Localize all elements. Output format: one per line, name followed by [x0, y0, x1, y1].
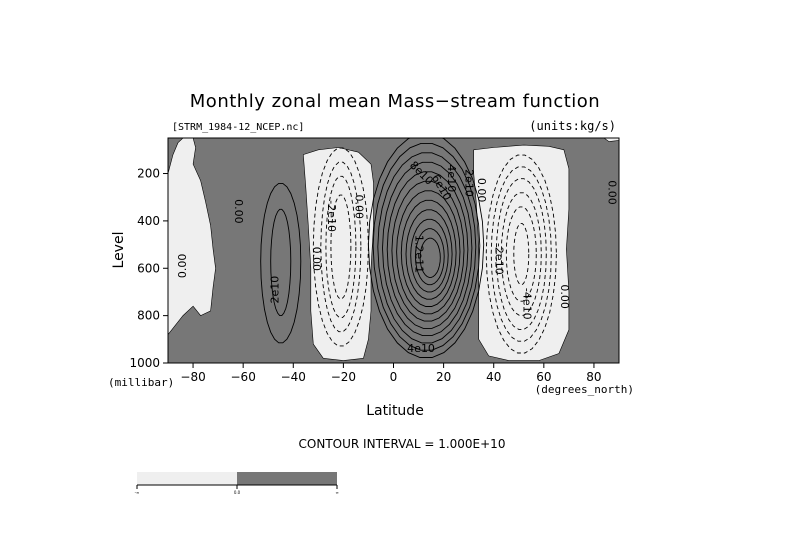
y-tick-label-4: 1000	[129, 356, 160, 370]
colorbar: -∞ 0.0 ∞	[135, 472, 339, 495]
colorbar-negative	[137, 472, 237, 485]
contour-southern-ferrel-0	[260, 182, 302, 344]
contour-northern-hadley-10	[414, 228, 445, 286]
contour-label-4: -2e10	[325, 200, 338, 232]
contour-label-1: 0.00	[232, 199, 245, 224]
positive-contours	[260, 138, 485, 358]
x-tick-label-1: −60	[231, 370, 256, 384]
contour-northern-hadley-2	[377, 152, 477, 344]
contour-label-14: -4e10	[520, 288, 533, 320]
contour-northern-hadley-6	[396, 190, 461, 315]
chart-title: Monthly zonal mean Mass−stream function	[190, 91, 600, 112]
y-axis-label: Level	[111, 232, 127, 269]
negative-region-south-polar	[168, 138, 216, 335]
x-tick-label-4: 0	[390, 370, 398, 384]
x-tick-label-2: −40	[281, 370, 306, 384]
x-tick-label-3: −20	[331, 370, 356, 384]
contour-northern-hadley-11	[419, 237, 441, 278]
contour-interval: CONTOUR INTERVAL = 1.000E+10	[299, 437, 506, 451]
contour-label-11: 1.2e11	[413, 235, 426, 273]
zero-line-south-polar	[168, 138, 216, 336]
contour-southern-hadley-3	[330, 194, 352, 300]
contour-label-2: 2e10	[269, 276, 282, 304]
negative-region-southern-hadley	[303, 147, 374, 361]
y-tick-label-3: 800	[137, 309, 160, 323]
contour-northern-hadley-9	[410, 218, 449, 293]
x-axis-ticks: −80 −60 −40 −20 0 20 40 60 80	[180, 363, 602, 384]
x-axis-label: Latitude	[366, 403, 424, 419]
contour-southern-hadley-2	[325, 175, 357, 319]
x-tick-label-7: 60	[536, 370, 551, 384]
contour-label-5: 0.00	[352, 194, 365, 219]
contour-northern-ferrel-2	[495, 178, 547, 330]
contour-northern-hadley-7	[400, 199, 457, 307]
y-tick-label-1: 400	[137, 214, 160, 228]
negative-regions	[168, 138, 619, 361]
contour-northern-ferrel-3	[500, 192, 542, 316]
zero-line-northern-ferrel	[473, 144, 570, 361]
contour-southern-hadley-1	[320, 161, 362, 333]
contour-label-12: -2e10	[493, 243, 506, 275]
y-tick-label-2: 600	[137, 261, 160, 275]
contour-label-13: 0.00	[558, 284, 571, 309]
contour-northern-hadley-5	[391, 180, 465, 322]
zero-contours	[168, 138, 619, 361]
colorbar-label-max: ∞	[335, 490, 338, 495]
contour-northern-hadley-3	[382, 161, 473, 337]
colorbar-label-zero: 0.0	[234, 490, 241, 495]
contour-southern-hadley-0	[312, 147, 369, 347]
zero-line-southern-hadley	[302, 147, 374, 361]
contour-northern-hadley-1	[372, 142, 481, 351]
contour-northern-hadley-4	[386, 171, 469, 329]
contour-southern-ferrel-1	[270, 208, 292, 317]
contour-northern-ferrel-4	[505, 206, 537, 302]
negative-contours	[312, 147, 557, 354]
contour-label-7: 4e10	[445, 164, 458, 192]
y-axis-unit: (millibar)	[108, 376, 174, 389]
chart-subtitle-left: [STRM_1984-12_NCEP.nc]	[172, 122, 304, 133]
colorbar-label-min: -∞	[135, 490, 140, 495]
x-tick-label-0: −80	[180, 370, 205, 384]
contour-northern-ferrel-1	[490, 166, 552, 342]
contour-northern-ferrel-0	[485, 154, 557, 354]
x-tick-label-5: 20	[436, 370, 451, 384]
chart-subtitle-right: (units:kg/s)	[529, 119, 616, 133]
contour-label-3: 0.00	[310, 247, 323, 272]
contour-label-0: 0.00	[176, 254, 189, 278]
colorbar-positive	[237, 472, 337, 485]
x-tick-label-6: 40	[486, 370, 501, 384]
contour-label-15: 0.00	[606, 180, 619, 205]
zero-line-north-polar-gap	[603, 138, 619, 142]
contour-label-6: 2e10	[463, 169, 476, 197]
y-tick-label-0: 200	[137, 167, 160, 181]
y-axis-ticks: 200 400 600 800 1000	[129, 167, 168, 370]
contour-label-16: 4e10	[407, 342, 435, 355]
x-axis-unit: (degrees_north)	[535, 383, 634, 396]
contour-northern-hadley-8	[405, 209, 453, 300]
contour-northern-ferrel-5	[513, 222, 530, 286]
x-tick-label-8: 80	[586, 370, 601, 384]
contour-label-10: 0.00	[475, 178, 488, 203]
